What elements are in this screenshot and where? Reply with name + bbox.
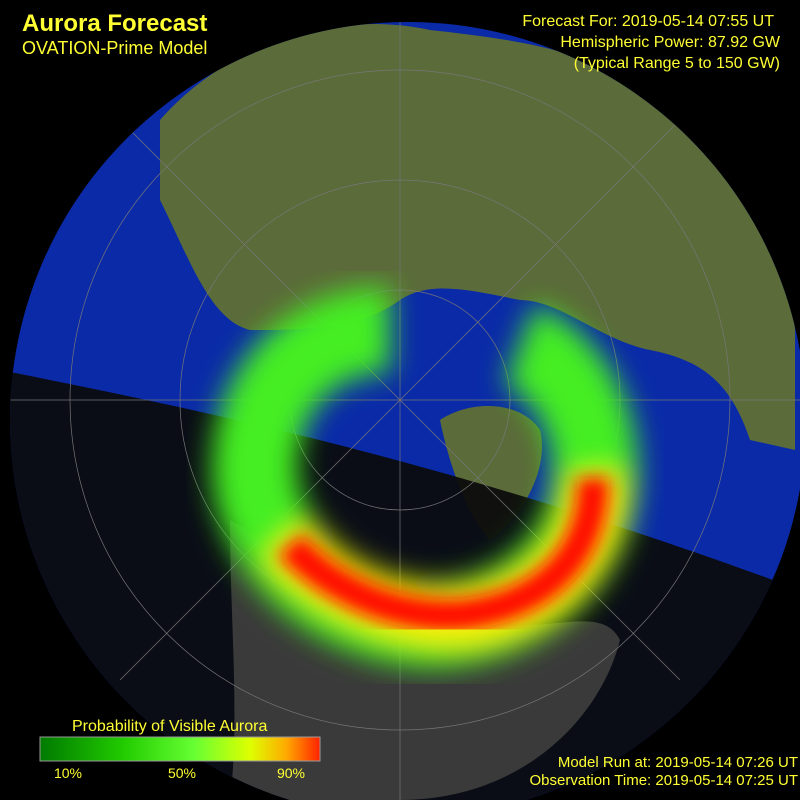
scale-label: 10% bbox=[54, 765, 82, 781]
forecast-time: Forecast For: 2019-05-14 07:55 UT bbox=[522, 13, 774, 30]
scale-label: 90% bbox=[277, 765, 305, 781]
model-run: Model Run at: 2019-05-14 07:26 UT bbox=[558, 754, 798, 771]
title: Aurora Forecast bbox=[22, 10, 207, 37]
eurasia bbox=[160, 24, 795, 450]
typical-range: (Typical Range 5 to 150 GW) bbox=[574, 55, 780, 72]
aurora-peak bbox=[278, 477, 610, 632]
scale-label: 50% bbox=[168, 765, 196, 781]
hemispheric-power: Hemispheric Power: 87.92 GW bbox=[560, 34, 781, 51]
subtitle: OVATION-Prime Model bbox=[22, 38, 207, 58]
legend-title: Probability of Visible Aurora bbox=[72, 718, 267, 735]
observation-time: Observation Time: 2019-05-14 07:25 UT bbox=[530, 772, 798, 789]
color-scale bbox=[39, 736, 321, 762]
